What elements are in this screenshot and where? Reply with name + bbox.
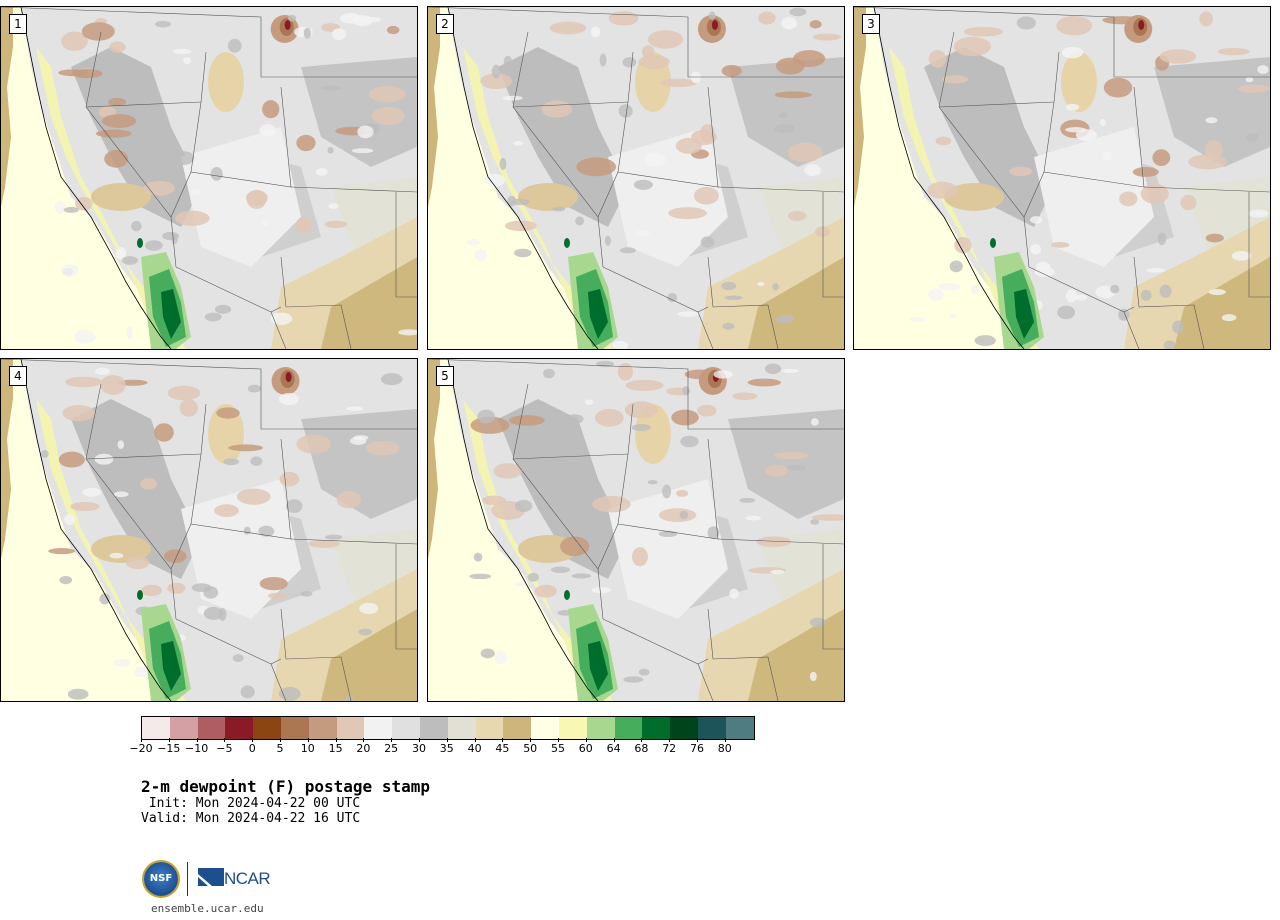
valid-time: Valid: Mon 2024-04-22 16 UTC [141,811,361,826]
colorbar-swatch [503,717,532,739]
colorbar-tick-mark [613,738,615,742]
logo-area: NSF NCAR [144,860,274,900]
dewpoint-map-5 [428,359,844,701]
stamp-panel-3: 3 [853,6,1271,350]
colorbar-tick-label: 50 [523,742,538,755]
colorbar-tick-mark [669,738,671,742]
colorbar-tick-mark [307,738,309,742]
colorbar-tick-label: 45 [495,742,510,755]
dewpoint-map-2 [428,7,844,349]
colorbar-tick-label: 20 [356,742,371,755]
colorbar-tick-mark [335,738,337,742]
colorbar-tick-mark [585,738,587,742]
colorbar-tick-label: 5 [276,742,284,755]
colorbar-swatch [447,717,476,739]
stamp-panel-2: 2 [427,6,845,350]
colorbar-tick-label: 40 [467,742,482,755]
colorbar-swatch [725,717,754,739]
colorbar-swatch [558,717,587,739]
colorbar-swatch [392,717,420,739]
colorbar-swatch [697,717,726,739]
colorbar-swatch [142,717,170,739]
colorbar-tick-label: −20 [129,742,153,755]
dewpoint-map-4 [1,359,417,701]
colorbar-tick-label: 0 [248,742,256,755]
panel-number: 5 [436,366,454,386]
colorbar-tick-mark [697,738,698,742]
colorbar-tick-mark [391,738,393,742]
colorbar-tick-mark [252,738,254,742]
dewpoint-map-3 [854,7,1270,349]
colorbar-tick-label: 25 [384,742,399,755]
colorbar-tick-mark [224,738,226,742]
ncar-logo-icon [198,868,224,886]
colorbar-tick-label: 35 [439,742,454,755]
site-url[interactable]: ensemble.ucar.edu [151,902,264,915]
colorbar-tick-mark [641,738,643,742]
colorbar-swatch [531,717,559,739]
colorbar-swatch [670,717,698,739]
colorbar-tick-mark [502,738,504,742]
stamp-panel-1: 1 [0,6,418,350]
colorbar-swatch [253,717,281,739]
colorbar-tick-mark [530,738,532,742]
colorbar-tick-label: −10 [184,742,209,755]
colorbar-swatch [642,717,671,739]
colorbar-tick-label: 55 [551,742,565,755]
panel-number: 2 [436,14,454,34]
colorbar-tick-label: −15 [157,742,181,755]
colorbar-swatch [280,717,309,739]
panel-number: 3 [862,14,880,34]
colorbar-tick-label: 30 [412,742,426,755]
colorbar-tick-mark [168,738,170,742]
colorbar-swatch [336,717,365,739]
dewpoint-colorbar [141,716,755,740]
colorbar-tick-mark [446,738,448,742]
colorbar-tick-label: 72 [662,742,677,755]
colorbar-swatch [364,717,393,739]
page-title: 2-m dewpoint (F) postage stamp [141,777,430,796]
colorbar-tick-mark [196,738,198,742]
dewpoint-map-1 [1,7,417,349]
nsf-logo-icon: NSF [144,862,178,896]
colorbar-tick-mark [280,738,281,742]
colorbar-tick-label: 80 [717,742,732,755]
panel-number: 4 [9,366,27,386]
colorbar-tick-label: 68 [634,742,649,755]
colorbar-swatch [614,717,643,739]
colorbar-swatch [475,717,504,739]
init-time: Init: Mon 2024-04-22 00 UTC [141,796,361,811]
colorbar-tick-mark [363,738,365,742]
stamp-panel-4: 4 [0,358,418,702]
colorbar-swatch [308,717,337,739]
colorbar-tick-mark [474,738,476,742]
colorbar-tick-mark [558,738,559,742]
colorbar-tick-label: 10 [300,742,315,755]
stamp-panel-5: 5 [427,358,845,702]
panel-number: 1 [9,14,27,34]
colorbar-tick-mark [419,738,420,742]
colorbar-swatch [586,717,615,739]
colorbar-tick-label: 76 [690,742,704,755]
colorbar-swatch [419,717,448,739]
colorbar-tick-label: 64 [606,742,621,755]
colorbar-tick-label: −5 [216,742,233,755]
logo-divider [187,862,188,896]
colorbar-swatch [225,717,254,739]
colorbar-tick-mark [141,738,142,742]
colorbar-swatch [169,717,198,739]
ncar-logo-text: NCAR [224,869,271,888]
colorbar-tick-label: 60 [578,742,593,755]
colorbar-tick-label: 15 [328,742,343,755]
colorbar-tick-mark [724,738,726,742]
colorbar-swatch [197,717,226,739]
